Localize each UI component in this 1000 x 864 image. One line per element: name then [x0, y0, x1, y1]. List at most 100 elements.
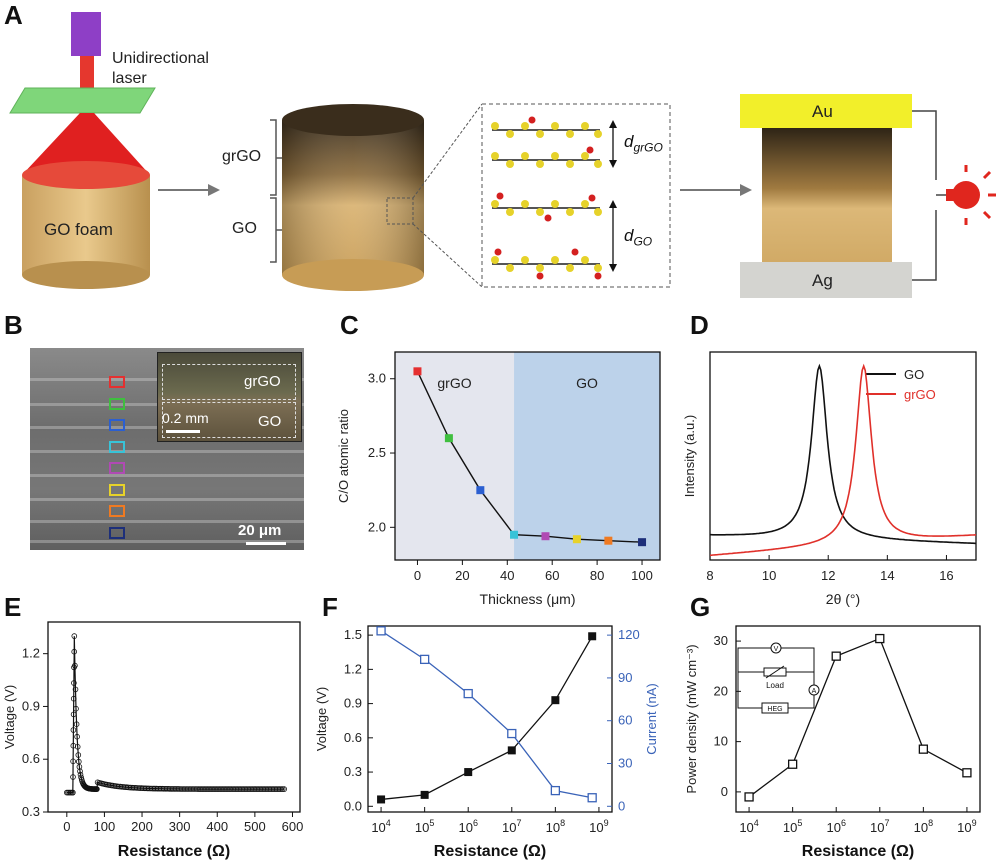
- x-tick-label: 20: [455, 568, 469, 583]
- x-tick-label: 60: [545, 568, 559, 583]
- data-point: [875, 633, 885, 644]
- voltage-point: [588, 632, 597, 641]
- panel-a-schematic: [9, 12, 996, 298]
- plot-frame: [709, 351, 977, 561]
- sem-inset-go-box: [162, 402, 296, 438]
- y2-axis-label: Current (nA): [644, 683, 659, 755]
- d-go-label: dGO: [624, 226, 652, 248]
- x-tick-label: 12: [821, 568, 835, 583]
- circuit-frame: [737, 647, 815, 709]
- data-point: [76, 764, 83, 770]
- voltmeter-label: V: [774, 646, 779, 653]
- data-point: [476, 486, 485, 495]
- y-tick-label: 2.0: [368, 519, 386, 534]
- heg-label: HEG: [767, 706, 782, 713]
- sem-marker: [109, 419, 125, 431]
- x-tick-label: 600: [282, 819, 304, 834]
- sem-inset: [157, 352, 302, 442]
- data-point: [74, 744, 81, 750]
- d-go-sub: GO: [633, 234, 653, 249]
- data-point: [70, 711, 77, 718]
- legend-label: GO: [904, 367, 924, 382]
- y-tick-label: 20: [714, 683, 728, 698]
- x-tick-label: 100: [94, 819, 116, 834]
- light-bulb-icon: [946, 165, 996, 225]
- series-line: [748, 637, 968, 798]
- y-axis-label: Intensity (a.u.): [682, 415, 697, 497]
- data-point: [278, 786, 285, 792]
- series-line: [66, 636, 285, 794]
- sem-marker: [109, 397, 125, 410]
- y-tick-label: 1.5: [344, 627, 362, 642]
- sem-inset-grgo-box: [162, 364, 296, 400]
- data-point: [281, 786, 288, 792]
- current-point: [550, 785, 561, 796]
- panel-label-e: E: [4, 592, 22, 622]
- panel-label-a: A: [4, 0, 23, 30]
- y-tick-label: 3.0: [368, 371, 386, 386]
- x-tick-label: 500: [244, 819, 266, 834]
- data-point: [918, 744, 929, 754]
- filter-plate: [9, 87, 156, 114]
- chart-e: 0 100 200 300 400 500 600 0.3 0.6 0.9 1.2 Resistanc…: [2, 621, 304, 860]
- data-point: [70, 789, 76, 796]
- y2-tick-label: 90: [618, 670, 632, 685]
- x-tick-label: 100: [631, 568, 653, 583]
- plot-frame: [735, 625, 981, 813]
- data-point: [71, 648, 77, 655]
- au-label: Au: [812, 102, 833, 121]
- data-point: [94, 786, 100, 792]
- panel-label-g: G: [690, 592, 711, 622]
- current-point: [419, 654, 430, 665]
- data-point: [75, 752, 82, 758]
- y-tick-label: 2.5: [368, 445, 386, 460]
- y2-tick-label: 30: [618, 756, 632, 771]
- data-point: [74, 733, 80, 740]
- x-tick-label: 107: [870, 818, 889, 835]
- go-bracket-label: GO: [232, 220, 257, 237]
- data-point: [73, 705, 79, 712]
- voltage-point: [377, 795, 386, 804]
- current-point: [587, 793, 597, 803]
- voltage-point: [464, 768, 473, 777]
- sem-marker: [109, 505, 125, 517]
- sem-marker: [109, 526, 125, 539]
- d-grgo-label: dgrGO: [624, 132, 663, 154]
- voltage-line: [381, 635, 593, 801]
- panel-label-b: B: [4, 310, 23, 340]
- load-arrow: [765, 665, 785, 679]
- x-tick-label: 108: [546, 818, 565, 835]
- data-point: [71, 680, 77, 686]
- chart-c: grGO GO 0 20 40 60 80 100 2.0 2.5 3.0 Thickness (μm…: [336, 351, 661, 607]
- sem-marker: [109, 483, 125, 496]
- x-tick-label: 105: [415, 818, 434, 835]
- y-tick-label: 1.2: [344, 661, 362, 676]
- sem-scale-label: 20 μm: [238, 522, 282, 539]
- plot-frame: [367, 625, 613, 813]
- x-tick-label: 104: [739, 818, 758, 835]
- x-tick-label: 109: [957, 818, 976, 835]
- inset-scale-bar: [166, 430, 200, 433]
- x-tick-label: 109: [589, 818, 608, 835]
- x-axis-label: Thickness (μm): [480, 591, 576, 607]
- data-point: [413, 367, 422, 376]
- data-point: [70, 758, 76, 765]
- ag-electrode: [740, 262, 912, 298]
- sem-scale-bar: [246, 542, 286, 545]
- sem-marker: [109, 462, 125, 474]
- d-go-main: d: [624, 226, 634, 245]
- y-axis-label: C/O atomic ratio: [336, 409, 351, 503]
- current-point: [507, 728, 517, 739]
- legend-label: grGO: [904, 387, 936, 402]
- x-axis-label: Resistance (Ω): [118, 843, 230, 860]
- data-point: [70, 727, 77, 733]
- data-point: [72, 662, 78, 669]
- heg-box: [761, 702, 789, 714]
- y-tick-label: 0.6: [22, 751, 40, 766]
- inset-scale-label: 0.2 mm: [162, 410, 209, 426]
- y-axis-label: Power density (mW cm⁻³): [684, 644, 699, 793]
- chart-f: 104 105 106 107 108 109 0.0 0.3 0.6 0.9 1.2 1.5 0 30 6…: [314, 625, 659, 860]
- y-tick-label: 0.3: [22, 804, 40, 819]
- inset-grgo-label: grGO: [244, 373, 281, 390]
- data-point: [73, 721, 80, 727]
